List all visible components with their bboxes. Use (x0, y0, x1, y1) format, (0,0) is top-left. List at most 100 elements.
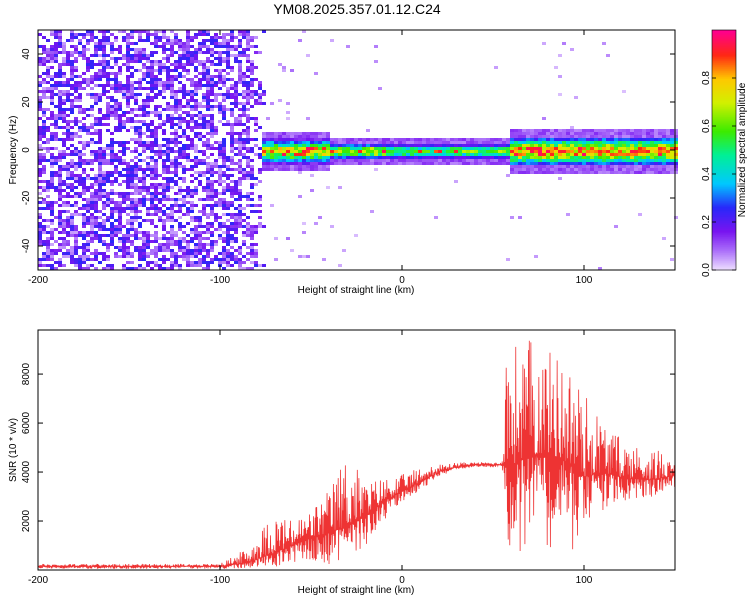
spectrogram-cell (66, 201, 70, 204)
spectrogram-cell (86, 93, 90, 96)
spectrogram-cell (174, 168, 178, 171)
spectrogram-cell (170, 159, 174, 162)
spectrogram-cell (102, 93, 106, 96)
spectrogram-cell (254, 66, 258, 69)
spectrogram-cell (242, 234, 246, 237)
spectrogram-cell (70, 261, 74, 264)
colorbar-step (712, 88, 736, 91)
spectrogram-cell (114, 165, 118, 168)
spectrogram-cell (234, 207, 238, 210)
spectrogram-cell (178, 117, 182, 120)
spectrogram-cell (550, 156, 554, 159)
spectrogram-cell (230, 138, 234, 141)
spectrogram-cell (314, 135, 318, 138)
spectrogram-cell (50, 78, 54, 81)
spectrogram-cell (198, 132, 202, 135)
spectrogram-cell (146, 156, 150, 159)
spectrogram-cell (130, 33, 134, 36)
spectrogram-cell (206, 69, 210, 72)
spectrogram-cell (222, 180, 226, 183)
spectrogram-cell (346, 141, 350, 144)
spectrogram-cell (178, 249, 182, 252)
spectrogram-cell (130, 222, 134, 225)
spectrogram-cell (138, 87, 142, 90)
spectrogram-cell (130, 60, 134, 63)
spectrogram-cell (138, 78, 142, 81)
spectrogram-cell (218, 234, 222, 237)
spectrogram-cell (118, 84, 122, 87)
spectrogram-cell (218, 171, 222, 174)
spectrogram-cell (58, 114, 62, 117)
spectrogram-cell (106, 159, 110, 162)
spectrogram-cell (198, 123, 202, 126)
spectrogram-cell (166, 177, 170, 180)
spectrogram-cell (230, 39, 234, 42)
spectrogram-cell (322, 162, 326, 165)
spectrogram-cell (230, 102, 234, 105)
spectrogram-cell (246, 147, 250, 150)
spectrogram-cell (262, 165, 266, 168)
spectrogram-cell (70, 51, 74, 54)
spectrogram-cell (118, 174, 122, 177)
spectrogram-cell (566, 153, 570, 156)
spectrogram-cell (210, 78, 214, 81)
spectrogram-cell (442, 159, 446, 162)
spectrogram-cell (258, 99, 262, 102)
spectrogram-cell (186, 120, 190, 123)
spectrogram-cell (146, 147, 150, 150)
spectrogram-cell (98, 129, 102, 132)
spectrogram-cell (86, 162, 90, 165)
spectrogram-cell (122, 240, 126, 243)
spectrogram-cell (62, 108, 66, 111)
spectrogram-cell (54, 45, 58, 48)
spectrogram-cell (262, 90, 266, 93)
spectrogram-cell (246, 234, 250, 237)
spectrogram-cell (142, 180, 146, 183)
spectrogram-cell (110, 192, 114, 195)
spectrogram-cell (74, 165, 78, 168)
spectrogram-cell (222, 75, 226, 78)
spectrogram-cell (138, 30, 142, 33)
spectrogram-cell (194, 75, 198, 78)
spectrogram-cell (46, 66, 50, 69)
spectrogram-cell (530, 168, 534, 171)
spectrogram-cell (102, 201, 106, 204)
spectrogram-cell (578, 153, 582, 156)
spectrogram-cell (226, 93, 230, 96)
spectrogram-cell (202, 45, 206, 48)
spectrogram-cell (42, 48, 46, 51)
spectrogram-cell (170, 138, 174, 141)
spectrogram-cell (378, 156, 382, 159)
spectrogram-cell (154, 84, 158, 87)
spectrogram-cell (206, 195, 210, 198)
spectrogram-cell (106, 147, 110, 150)
spectrogram-cell (114, 225, 118, 228)
spectrogram-cell (154, 192, 158, 195)
spectrogram-cell (626, 144, 630, 147)
spectrogram-cell (46, 204, 50, 207)
spectrogram-cell (178, 150, 182, 153)
spectrogram-cell (222, 78, 226, 81)
spectrogram-cell (86, 63, 90, 66)
spectrogram-cell (246, 96, 250, 99)
spectrogram-cell (226, 156, 230, 159)
spectrogram-cell (414, 141, 418, 144)
spectrogram-cell (278, 144, 282, 147)
spectrogram-cell (78, 33, 82, 36)
spectrogram-cell (138, 54, 142, 57)
spectrogram-cell (386, 156, 390, 159)
spectrogram-cell (154, 264, 158, 267)
spectrogram-cell (374, 60, 378, 63)
spectrogram-cell (238, 177, 242, 180)
spectrogram-cell (250, 171, 254, 174)
colorbar-step (712, 254, 736, 257)
colorbar-step (712, 262, 736, 265)
spectrogram-cell (474, 138, 478, 141)
spectrogram-cell (70, 246, 74, 249)
spectrogram-cell (390, 141, 394, 144)
spectrogram-cell (578, 132, 582, 135)
spectrogram-cell (214, 216, 218, 219)
spectrogram-cell (558, 144, 562, 147)
spectrogram-cell (174, 51, 178, 54)
spectrogram-cell (138, 264, 142, 267)
